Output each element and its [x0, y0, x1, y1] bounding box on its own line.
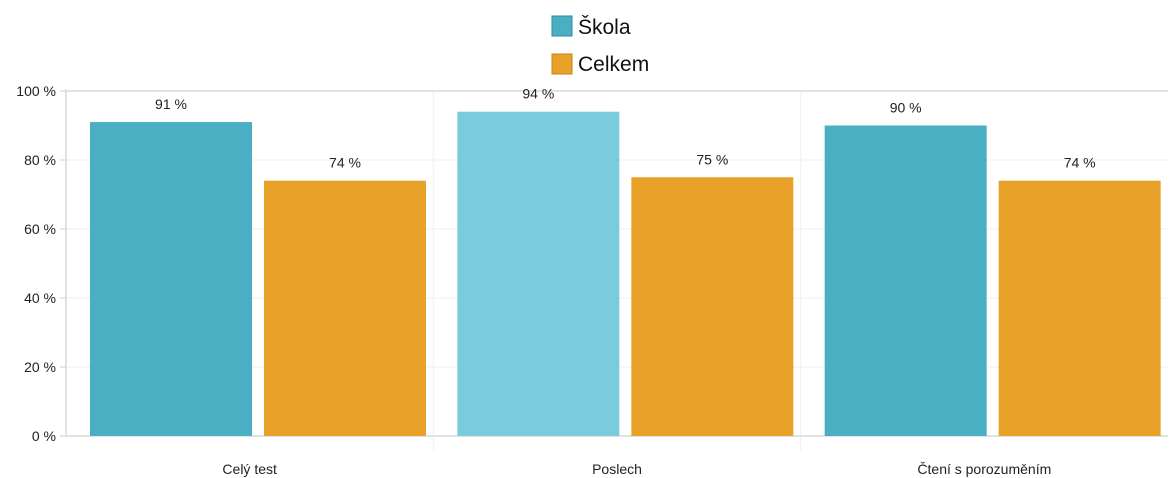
x-category-label: Čtení s porozuměním: [917, 461, 1051, 477]
bar-celkem[interactable]: [998, 180, 1161, 436]
y-tick-label: 40 %: [24, 290, 56, 306]
data-label: 90 %: [890, 100, 922, 116]
bar-skola[interactable]: [824, 125, 987, 437]
legend-swatch-celkem: [551, 53, 573, 75]
bar-skola[interactable]: [90, 122, 252, 437]
bars: [90, 111, 1161, 437]
legend-label-skola: Škola: [578, 16, 631, 39]
x-axis-categories: Celý test Poslech Čtení s porozuměním: [222, 461, 1051, 477]
x-category-label: Poslech: [592, 461, 642, 477]
x-category-label: Celý test: [222, 461, 277, 477]
y-tick-label: 20 %: [24, 359, 56, 375]
data-label: 74 %: [1064, 155, 1096, 171]
legend: Škola Celkem: [551, 15, 649, 76]
y-tick-label: 100 %: [16, 83, 56, 99]
y-tick-label: 60 %: [24, 221, 56, 237]
bar-celkem[interactable]: [264, 180, 426, 436]
data-label: 74 %: [329, 155, 361, 171]
bar-celkem[interactable]: [631, 177, 794, 436]
bar-skola[interactable]: [457, 111, 620, 436]
data-label: 91 %: [155, 96, 187, 112]
data-label: 94 %: [522, 86, 554, 102]
data-labels: 91 % 74 % 94 % 75 % 90 % 74 %: [155, 86, 1096, 171]
data-label: 75 %: [696, 151, 728, 167]
legend-swatch-skola: [551, 15, 573, 37]
y-tick-label: 80 %: [24, 152, 56, 168]
y-axis-ticks: 0 % 20 % 40 % 60 % 80 % 100 %: [16, 83, 66, 444]
legend-label-celkem: Celkem: [578, 53, 649, 76]
y-tick-label: 0 %: [32, 428, 56, 444]
